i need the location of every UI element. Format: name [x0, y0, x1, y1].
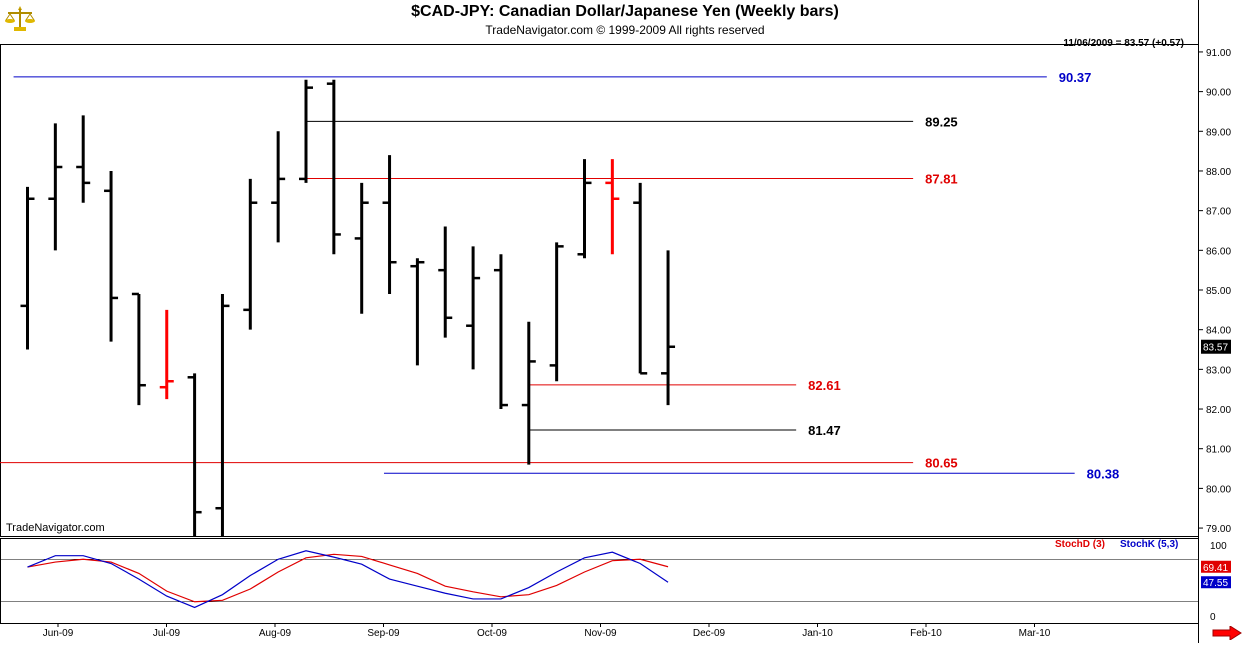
x-tick-label: Mar-10: [1019, 628, 1051, 639]
stoch-panel-frame: [0, 538, 1199, 624]
x-tick-label: Feb-10: [910, 628, 942, 639]
stoch-last-label: 47.55: [1203, 578, 1228, 589]
y-tick-label: 90.00: [1206, 88, 1231, 99]
chart-title: $CAD-JPY: Canadian Dollar/Japanese Yen (…: [411, 3, 839, 20]
stoch-legend-entry: StochK (5,3): [1120, 539, 1178, 550]
level-label: 90.37: [1059, 70, 1092, 85]
level-label: 81.47: [808, 423, 841, 438]
y-tick-label: 89.00: [1206, 127, 1231, 138]
stoch-series-line: [27, 553, 669, 603]
y-tick-label: 86.00: [1206, 246, 1231, 257]
level-label: 89.25: [925, 114, 958, 129]
y-tick-label: 88.00: [1206, 167, 1231, 178]
y-tick-label: 85.00: [1206, 286, 1231, 297]
level-label: 87.81: [925, 172, 958, 187]
stoch-series-line: [27, 550, 669, 609]
last-quote: 11/06/2009 = 83.57 (+0.57): [1063, 38, 1184, 49]
x-tick-label: Sep-09: [367, 628, 400, 639]
last-price-label: 83.57: [1203, 343, 1228, 354]
y-tick-label: 80.00: [1206, 484, 1231, 495]
chart-subtitle: TradeNavigator.com © 1999-2009 All right…: [485, 23, 765, 37]
x-tick-label: Nov-09: [584, 628, 617, 639]
level-label: 80.65: [925, 456, 958, 471]
x-tick-label: Jul-09: [153, 628, 181, 639]
level-label: 80.38: [1087, 466, 1120, 481]
stoch-y-tick-label: 100: [1210, 541, 1227, 552]
level-label: 82.61: [808, 378, 841, 393]
stoch-last-marker: [1201, 576, 1231, 589]
stoch-legend-entry: StochD (3): [1055, 539, 1105, 550]
y-tick-label: 83.00: [1206, 365, 1231, 376]
stoch-last-label: 69.41: [1203, 563, 1228, 574]
stoch-last-marker: [1201, 560, 1231, 573]
last-price-marker: [1201, 339, 1231, 354]
stoch-y-tick-label: 0: [1210, 612, 1216, 623]
y-tick-label: 87.00: [1206, 207, 1231, 218]
y-tick-label: 79.00: [1206, 524, 1231, 535]
y-tick-label: 91.00: [1206, 48, 1231, 59]
x-tick-label: Oct-09: [477, 628, 507, 639]
y-tick-label: 81.00: [1206, 445, 1231, 456]
x-tick-label: Jun-09: [43, 628, 74, 639]
watermark: TradeNavigator.com: [6, 522, 105, 534]
y-tick-label: 82.00: [1206, 405, 1231, 416]
x-tick-label: Jan-10: [802, 628, 833, 639]
x-tick-label: Aug-09: [259, 628, 292, 639]
y-tick-label: 84.00: [1206, 326, 1231, 337]
x-tick-label: Dec-09: [693, 628, 726, 639]
arrow-right-icon[interactable]: [1212, 625, 1242, 645]
scales-logo-icon: [4, 4, 36, 34]
